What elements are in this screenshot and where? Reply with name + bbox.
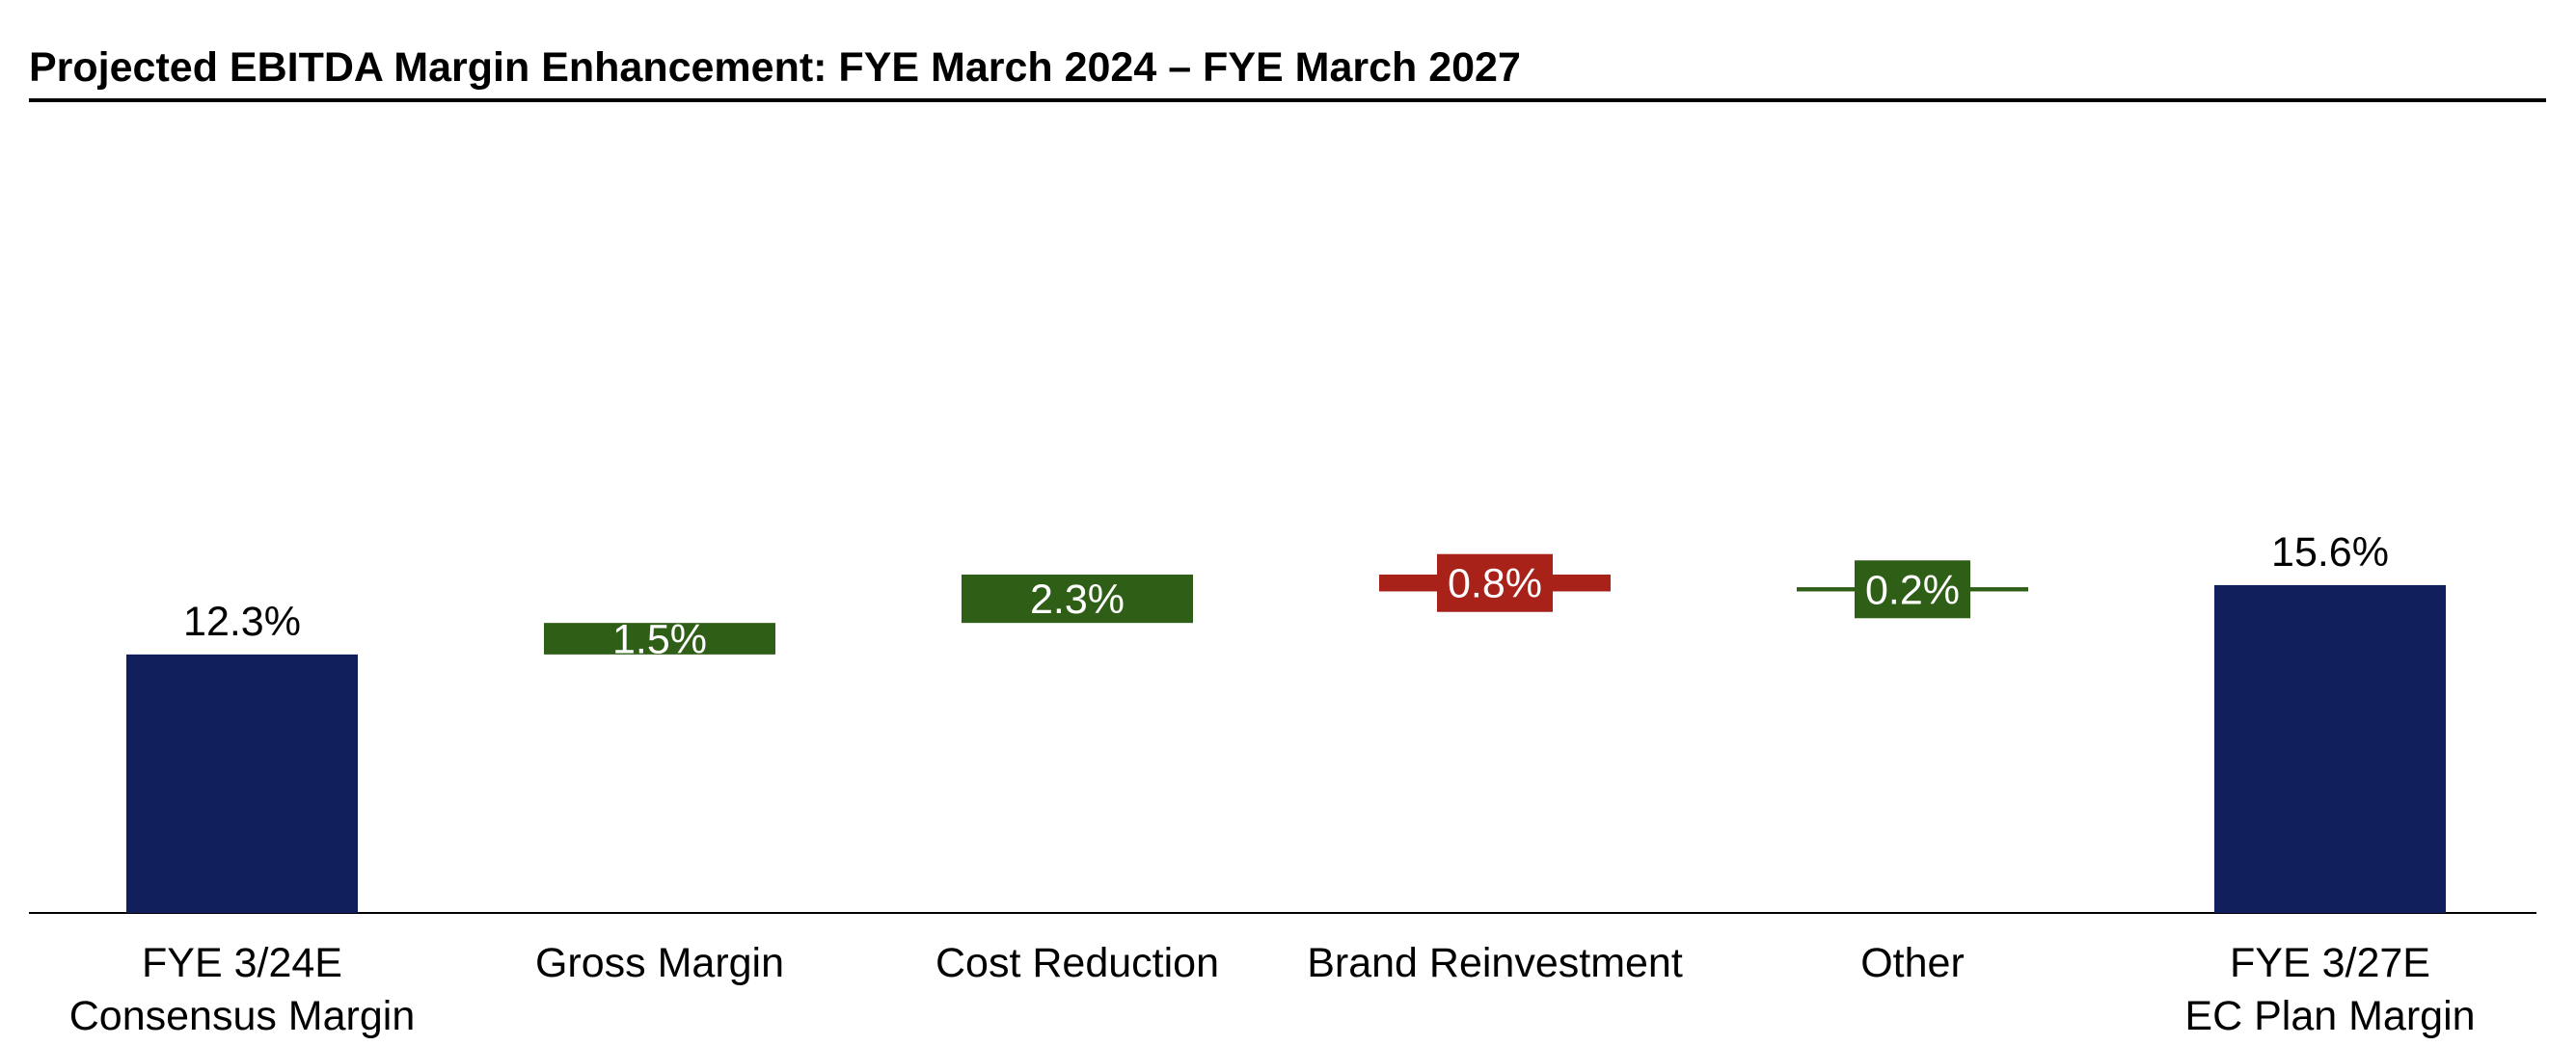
value-label-4: 0.2% bbox=[1865, 567, 1960, 613]
value-label-1: 1.5% bbox=[612, 617, 707, 663]
category-label-1-0: Gross Margin bbox=[535, 940, 784, 986]
chart-title: Projected EBITDA Margin Enhancement: FYE… bbox=[29, 44, 1521, 91]
bar-5 bbox=[2214, 584, 2446, 913]
title-underline bbox=[29, 98, 2546, 102]
value-label-badge-3 bbox=[1437, 553, 1553, 612]
category-label-2-0: Cost Reduction bbox=[935, 940, 1219, 986]
value-label-0: 12.3% bbox=[183, 599, 301, 645]
value-label-3: 0.8% bbox=[1448, 561, 1542, 607]
category-label-0-1: Consensus Margin bbox=[69, 993, 416, 1039]
bar-0 bbox=[126, 654, 358, 913]
value-label-badge-4 bbox=[1855, 560, 1970, 619]
value-label-2: 2.3% bbox=[1030, 577, 1125, 623]
bar-1 bbox=[544, 623, 775, 655]
value-label-5: 15.6% bbox=[2271, 529, 2389, 576]
category-label-5-0: FYE 3/27E bbox=[2230, 940, 2430, 986]
category-label-3-0: Brand Reinvestment bbox=[1307, 940, 1683, 986]
category-label-0-0: FYE 3/24E bbox=[142, 940, 342, 986]
category-label-5-1: EC Plan Margin bbox=[2184, 993, 2475, 1039]
bar-2 bbox=[962, 575, 1193, 624]
category-label-4-0: Other bbox=[1860, 940, 1965, 986]
